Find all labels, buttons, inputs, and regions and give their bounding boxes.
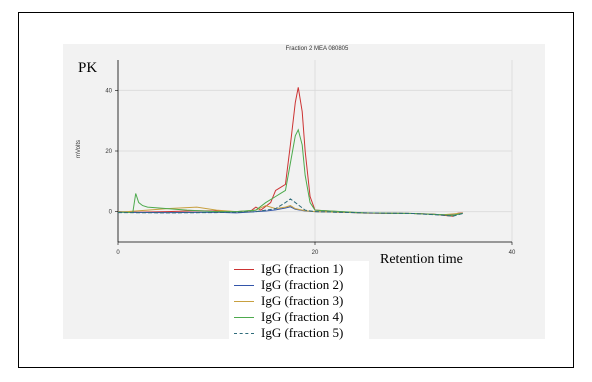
legend-label: IgG (fraction 3) bbox=[261, 293, 344, 308]
legend-swatch bbox=[234, 269, 254, 270]
corner-label: PK bbox=[78, 60, 98, 76]
x-tick-label: 0 bbox=[116, 250, 120, 256]
x-tick-label: 40 bbox=[509, 250, 516, 256]
legend-item: IgG (fraction 1) bbox=[229, 261, 369, 277]
legend-item: IgG (fraction 2) bbox=[229, 277, 369, 293]
legend-swatch bbox=[234, 333, 254, 334]
legend-item: IgG (fraction 4) bbox=[229, 309, 369, 325]
axis-layer bbox=[115, 60, 513, 245]
legend: IgG (fraction 1) IgG (fraction 2) IgG (fra… bbox=[229, 261, 369, 341]
legend-label: IgG (fraction 5) bbox=[261, 325, 344, 340]
legend-swatch bbox=[234, 301, 254, 302]
legend-label: IgG (fraction 2) bbox=[261, 277, 344, 292]
legend-label: IgG (fraction 4) bbox=[261, 309, 344, 324]
series-line-4 bbox=[117, 128, 463, 216]
tick-label-layer: 0 20 40 0 20 40 bbox=[105, 88, 516, 256]
series-line-1 bbox=[117, 87, 463, 217]
chart-title: Fraction 2 MEA 080805 bbox=[285, 46, 349, 52]
y-tick-label: 20 bbox=[105, 149, 112, 155]
legend-item: IgG (fraction 3) bbox=[229, 293, 369, 309]
y-axis-label: mVolts bbox=[76, 139, 82, 158]
legend-item: IgG (fraction 5) bbox=[229, 325, 369, 341]
legend-swatch bbox=[234, 317, 254, 318]
y-tick-label: 0 bbox=[109, 210, 113, 216]
y-tick-label: 40 bbox=[105, 88, 112, 94]
series-line-5 bbox=[117, 198, 463, 217]
x-tick-label: 20 bbox=[312, 250, 319, 256]
legend-label: IgG (fraction 1) bbox=[261, 261, 344, 276]
x-axis-label: Retention time bbox=[380, 252, 463, 267]
legend-swatch bbox=[234, 285, 254, 286]
series-layer bbox=[117, 87, 463, 217]
